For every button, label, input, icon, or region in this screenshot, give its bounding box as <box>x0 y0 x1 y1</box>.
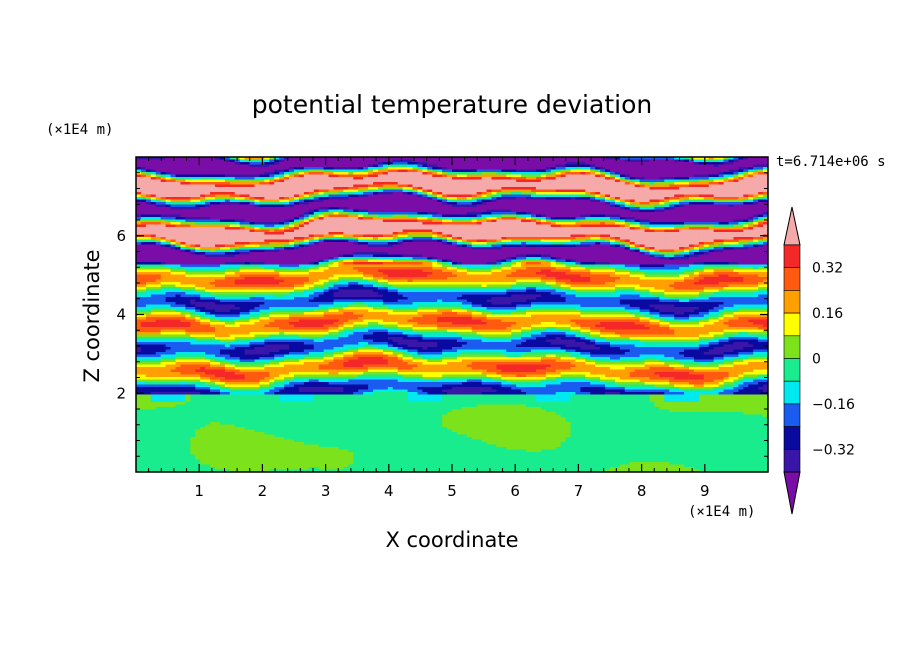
x-tick-label: 4 <box>384 482 394 500</box>
x-tick-label: 8 <box>637 482 647 500</box>
colorbar-box <box>784 381 800 404</box>
y-tick-label: 2 <box>116 384 126 402</box>
colorbar-box <box>784 245 800 268</box>
time-label: t=6.714e+06 s <box>776 154 886 170</box>
y-unit-label: (×1E4 m) <box>46 122 113 138</box>
colorbar-tick-label: 0.16 <box>812 306 843 322</box>
colorbar-box <box>784 313 800 336</box>
colorbar-tick-label: 0.32 <box>812 261 843 277</box>
x-tick-label: 7 <box>574 482 584 500</box>
x-tick-label: 2 <box>258 482 268 500</box>
colorbar-box <box>784 449 800 472</box>
y-tick-label: 4 <box>116 306 126 324</box>
colorbar: 0.32 0.16 0 −0.16 −0.32 <box>784 207 855 514</box>
x-tick-label: 1 <box>194 482 204 500</box>
x-tick-label: 9 <box>700 482 710 500</box>
x-tick-label: 6 <box>510 482 520 500</box>
x-axis-label: X coordinate <box>385 528 518 552</box>
x-tick-label: 3 <box>321 482 331 500</box>
colorbar-extend-min <box>784 472 800 514</box>
colorbar-tick-label: −0.32 <box>812 442 855 458</box>
colorbar-box <box>784 404 800 427</box>
y-axis-label: Z coordinate <box>80 249 104 382</box>
chart-title: potential temperature deviation <box>252 90 652 119</box>
y-tick-label: 6 <box>116 227 126 245</box>
colorbar-tick-label: −0.16 <box>812 397 855 413</box>
colorbar-extend-max <box>784 207 800 245</box>
x-unit-label: (×1E4 m) <box>688 504 755 520</box>
x-tick-label: 5 <box>447 482 457 500</box>
colorbar-box <box>784 290 800 313</box>
colorbar-box <box>784 268 800 291</box>
colorbar-tick-label: 0 <box>812 352 821 368</box>
colorbar-box <box>784 359 800 382</box>
plot-area <box>136 157 769 473</box>
colorbar-box <box>784 336 800 359</box>
colorbar-box <box>784 427 800 450</box>
